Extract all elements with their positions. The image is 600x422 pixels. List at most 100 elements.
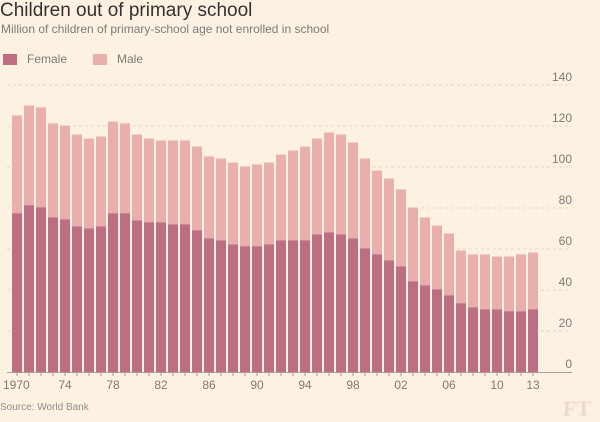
bar-female-cap [48, 217, 58, 219]
bar-male-cap [372, 170, 382, 172]
bar-male [408, 206, 418, 281]
bar-male [144, 138, 154, 222]
bar-female [420, 285, 430, 372]
bar-female [456, 302, 466, 372]
bar-female [528, 309, 538, 372]
bar-male-cap [36, 106, 46, 108]
y-tick-label: 40 [559, 275, 573, 289]
bar-male [300, 146, 310, 240]
bar-female [132, 220, 142, 372]
bar-female [228, 244, 238, 372]
bar-male [468, 253, 478, 308]
bar-female-cap [444, 294, 454, 296]
chart-subtitle: Million of children of primary-school ag… [1, 22, 330, 36]
bar-male-cap [444, 233, 454, 235]
bar-female-cap [12, 212, 22, 214]
bar-female-cap [336, 234, 346, 236]
bar-female-cap [396, 266, 406, 268]
y-tick-label: 120 [552, 111, 572, 125]
bar-female-cap [72, 226, 82, 228]
y-tick-label: 100 [552, 152, 572, 166]
bar-male [168, 139, 178, 224]
legend-label-male: Male [117, 52, 144, 66]
x-tick-label: 1970 [3, 378, 30, 392]
bar-female [120, 212, 130, 372]
bar-male [360, 157, 370, 248]
bar-male-cap [180, 139, 190, 141]
bar-female [252, 245, 262, 372]
bar-male [72, 133, 82, 227]
bar-female [156, 221, 166, 372]
bar-male-cap [72, 133, 82, 135]
bar-male-cap [192, 146, 202, 148]
bar-female-cap [204, 237, 214, 239]
bar-female [84, 228, 94, 372]
bar-female [276, 239, 286, 372]
bar-male-cap [408, 206, 418, 208]
bar-female-cap [516, 310, 526, 312]
bar-female [288, 239, 298, 372]
bar-female-cap [372, 253, 382, 255]
bar-female [204, 237, 214, 372]
x-tick-label: 74 [58, 378, 72, 392]
bar-male-cap [480, 253, 490, 255]
x-tick-label: 94 [298, 378, 312, 392]
bar-female [168, 223, 178, 372]
bar-female-cap [324, 231, 334, 233]
x-tick-label: 06 [442, 378, 456, 392]
bar-male-cap [168, 139, 178, 141]
bar-female [468, 307, 478, 372]
bar-male-cap [96, 136, 106, 138]
bar-female [240, 245, 250, 372]
x-tick-label: 02 [394, 378, 408, 392]
bar-female-cap [216, 239, 226, 241]
bar-male [204, 155, 214, 238]
bar-male [228, 162, 238, 245]
bar-male [444, 233, 454, 295]
bar-female [372, 253, 382, 372]
bar-male [180, 139, 190, 224]
bar-female-cap [108, 212, 118, 214]
bar-female [408, 280, 418, 372]
bar-female-cap [468, 307, 478, 309]
bar-female-cap [120, 212, 130, 214]
bar-male [396, 188, 406, 267]
bar-male [324, 131, 334, 232]
bar-male [252, 163, 262, 246]
bar-female-cap [420, 285, 430, 287]
bar-male-cap [468, 253, 478, 255]
bar-female-cap [24, 204, 34, 206]
x-tick-label: 98 [346, 378, 360, 392]
bar-female-cap [60, 219, 70, 221]
legend-item-female: Female [3, 52, 67, 66]
bar-male [216, 157, 226, 240]
bar-male [36, 106, 46, 207]
bar-male [492, 255, 502, 310]
bar-male [108, 121, 118, 213]
bar-male-cap [492, 255, 502, 257]
x-axis: 1970 74 78 82 86 90 94 98 02 06 10 13 [3, 372, 572, 392]
bar-male-cap [336, 133, 346, 135]
bar-male-cap [240, 165, 250, 167]
x-tick-label: 86 [202, 378, 216, 392]
bar-male [132, 133, 142, 221]
bar-female-cap [192, 229, 202, 231]
chart-title: Children out of primary school [0, 0, 253, 21]
bar-male [120, 122, 130, 213]
bar-male-cap [216, 157, 226, 159]
bar-male-cap [456, 250, 466, 252]
bar-female-cap [504, 310, 514, 312]
bar-female [492, 309, 502, 372]
bar-female-cap [168, 223, 178, 225]
bar-male-cap [288, 149, 298, 151]
bar-male-cap [204, 155, 214, 157]
bar-male [372, 170, 382, 254]
bar-female [384, 260, 394, 372]
x-tick-label: 82 [154, 378, 168, 392]
bar-female [180, 223, 190, 372]
bar-female-cap [228, 244, 238, 246]
bar-female [12, 212, 22, 372]
bar-male-cap [120, 122, 130, 124]
bar-female-cap [408, 280, 418, 282]
